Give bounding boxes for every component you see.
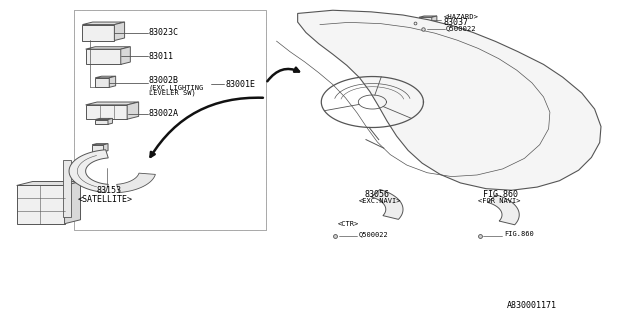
Text: A830001171: A830001171 (506, 301, 556, 310)
Polygon shape (116, 173, 156, 193)
Polygon shape (95, 76, 116, 78)
Polygon shape (86, 102, 139, 105)
Bar (74, 10, 266, 230)
Polygon shape (83, 25, 115, 41)
Bar (504, 209, 514, 213)
Polygon shape (115, 22, 125, 41)
Bar (74, 10, 266, 230)
Text: <FOR NAVI>: <FOR NAVI> (478, 198, 521, 204)
Bar (393, 116, 410, 119)
Bar (63, 160, 71, 217)
Polygon shape (371, 189, 403, 220)
Text: LEVELER SW): LEVELER SW) (149, 90, 196, 96)
Polygon shape (109, 76, 116, 87)
Polygon shape (86, 105, 127, 119)
Polygon shape (86, 49, 121, 64)
Bar (387, 204, 397, 207)
Polygon shape (17, 181, 81, 186)
Bar (393, 120, 410, 123)
Text: <HAZARD>: <HAZARD> (444, 14, 478, 20)
Bar (392, 116, 411, 128)
Polygon shape (488, 195, 519, 225)
Bar (504, 217, 514, 220)
Polygon shape (298, 10, 601, 190)
Polygon shape (86, 47, 131, 49)
Polygon shape (108, 118, 113, 124)
Polygon shape (419, 17, 432, 26)
Text: 83001E: 83001E (225, 80, 255, 89)
Polygon shape (121, 47, 131, 64)
Polygon shape (65, 181, 81, 224)
Text: 83056: 83056 (365, 189, 390, 199)
Text: <SATELLITE>: <SATELLITE> (77, 195, 132, 204)
Text: 83011: 83011 (149, 52, 174, 61)
Polygon shape (17, 186, 65, 224)
Text: 83023C: 83023C (149, 28, 179, 37)
Text: 83153: 83153 (97, 186, 122, 195)
Text: Q500022: Q500022 (359, 231, 388, 237)
Polygon shape (432, 16, 437, 26)
Polygon shape (104, 144, 108, 152)
Polygon shape (127, 102, 139, 119)
Text: 83002A: 83002A (149, 109, 179, 118)
Text: FIG.860: FIG.860 (504, 231, 534, 237)
Polygon shape (95, 78, 109, 87)
Text: (EXC.LIGHTING: (EXC.LIGHTING (149, 84, 204, 91)
Bar (393, 124, 410, 127)
Bar (497, 202, 508, 206)
Polygon shape (83, 22, 125, 25)
Bar (388, 211, 398, 215)
Text: <CTR>: <CTR> (338, 221, 359, 227)
Text: Q500022: Q500022 (446, 25, 476, 31)
Bar (381, 196, 391, 200)
Text: <EXC.NAVI>: <EXC.NAVI> (358, 198, 401, 204)
Polygon shape (92, 145, 104, 152)
Polygon shape (95, 118, 113, 120)
Polygon shape (95, 120, 108, 124)
Text: 83037: 83037 (444, 18, 468, 27)
Polygon shape (419, 16, 437, 17)
Text: FIG.860: FIG.860 (483, 189, 518, 199)
Text: 83002B: 83002B (149, 76, 179, 85)
Polygon shape (92, 144, 108, 145)
Polygon shape (69, 150, 108, 193)
